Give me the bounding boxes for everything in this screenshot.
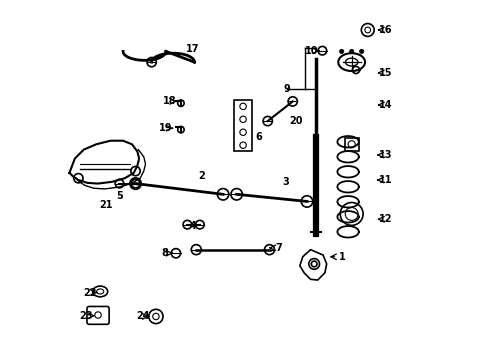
Text: 10: 10 [305,46,318,56]
Text: 24: 24 [136,311,149,321]
Text: 8: 8 [162,248,168,258]
Bar [344,138,358,151]
Text: 1: 1 [339,252,346,262]
Text: 3: 3 [282,177,288,187]
Text: 18: 18 [163,96,176,107]
Circle shape [339,49,343,54]
Circle shape [349,49,353,54]
Text: 14: 14 [378,100,391,110]
Text: 6: 6 [255,132,262,142]
Polygon shape [299,249,326,280]
Text: 13: 13 [378,150,391,160]
Text: 22: 22 [83,288,97,297]
Text: 11: 11 [378,175,391,185]
Text: 4: 4 [189,221,196,231]
Text: 7: 7 [274,243,281,253]
Text: 9: 9 [284,84,290,94]
Text: 5: 5 [116,191,122,201]
Text: 17: 17 [185,44,199,54]
Text: 23: 23 [79,311,92,321]
Bar [233,100,252,152]
Text: 2: 2 [198,171,204,181]
Text: 16: 16 [378,25,391,35]
Circle shape [359,49,363,54]
Text: 12: 12 [378,214,391,224]
Text: 19: 19 [158,123,172,133]
Text: 20: 20 [289,116,303,126]
Text: 21: 21 [99,200,112,210]
Text: 15: 15 [378,68,391,78]
